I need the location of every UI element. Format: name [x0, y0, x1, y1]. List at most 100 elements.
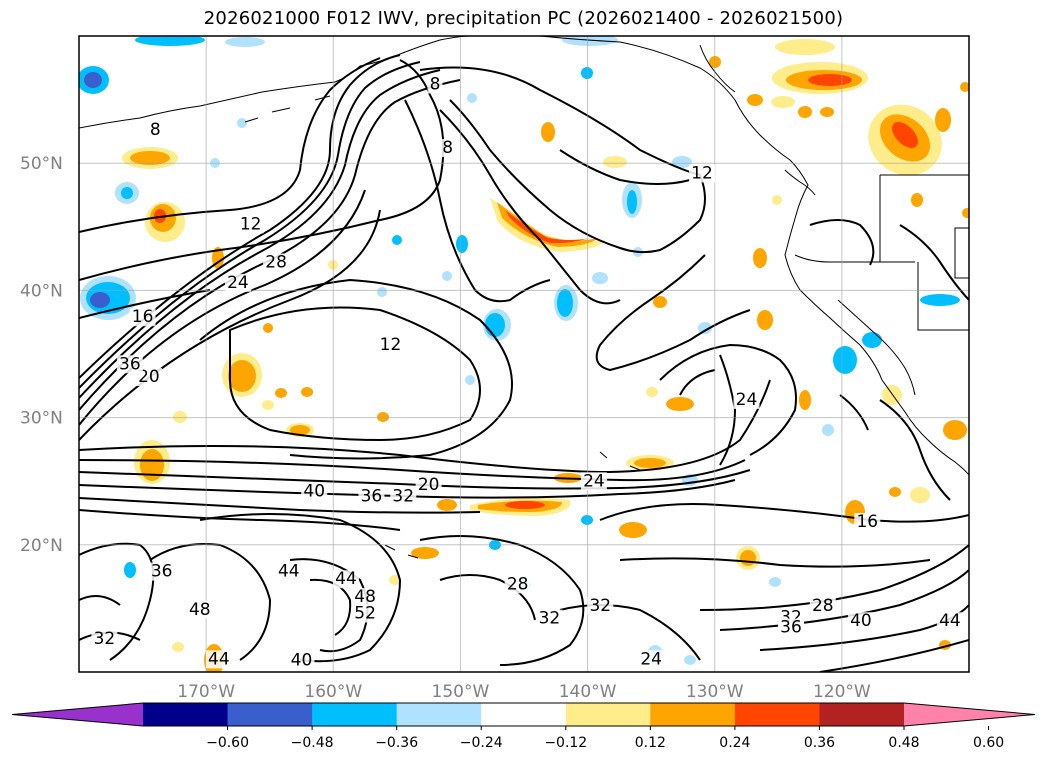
contour-label: 8	[150, 120, 161, 140]
map-frame	[78, 35, 970, 673]
contour-label: 32	[392, 487, 414, 507]
contour-label-bg	[333, 570, 359, 589]
gridlines	[79, 36, 969, 672]
contour-label: 44	[335, 569, 357, 589]
colorbar-segment	[143, 703, 229, 726]
lon-tick-label: 160°W	[304, 682, 362, 702]
contour-label: 24	[583, 471, 605, 491]
contour-label: 32	[539, 609, 561, 629]
contour-label-bg	[427, 75, 443, 94]
contour-label: 40	[303, 481, 325, 501]
contour-label: 20	[138, 367, 160, 387]
lat-tick-label: 50°N	[20, 154, 63, 174]
coastline-layer	[79, 36, 969, 559]
contour-label-bg	[275, 562, 302, 581]
contour-label-bg	[847, 612, 874, 631]
contour-label-bg	[415, 476, 442, 495]
colorbar-segment	[565, 703, 651, 726]
lon-tick-label: 150°W	[432, 682, 490, 702]
contour-label-bg	[733, 390, 760, 409]
contour-label-bg	[536, 609, 563, 628]
lon-tick-label: 130°W	[686, 682, 744, 702]
colorbar-tick-label: −0.12	[544, 735, 587, 751]
colorbar-segment	[227, 703, 313, 726]
contour-label: 24	[736, 390, 758, 410]
contour-label-bg	[504, 575, 531, 594]
contour-label: 28	[507, 574, 529, 594]
contour-label-bg	[689, 164, 715, 183]
colorbar-tick-label: 0.48	[888, 735, 919, 751]
contour-label-bg	[263, 253, 290, 272]
contour-label: 32	[589, 596, 611, 616]
map-title: 2026021000 F012 IWV, precipitation PC (2…	[203, 8, 844, 29]
contour-label: 48	[354, 587, 376, 607]
contour-label-bg	[148, 562, 175, 581]
lon-tick-label: 120°W	[813, 682, 871, 702]
colorbar-tick-label: −0.24	[460, 735, 503, 751]
contour-label: 32	[94, 629, 116, 649]
contour-label-bg	[854, 512, 881, 531]
contour-label: 12	[380, 335, 402, 355]
contour-label-bg	[224, 273, 251, 292]
lat-tick-label: 40°N	[20, 281, 63, 301]
contour-label-bg	[352, 604, 379, 623]
contour-label: 44	[939, 611, 961, 631]
colorbar-extend-low	[12, 703, 143, 726]
colorbar-extend-high	[904, 703, 1035, 726]
contour-label-bg	[587, 596, 614, 615]
contour-label-bg	[205, 650, 232, 669]
colorbar-tick-label: −0.60	[206, 735, 249, 751]
contour-label: 40	[850, 611, 872, 631]
colorbar-tick-label: 0.60	[973, 735, 1004, 751]
contour-label: 48	[189, 600, 211, 620]
contour-label-bg	[129, 308, 156, 327]
contour-label-bg	[377, 336, 404, 355]
lat-tick-label: 30°N	[20, 409, 63, 429]
colorbar-segment	[650, 703, 736, 726]
colorbar-segment	[819, 703, 905, 726]
lat-axis-labels: 50°N 40°N 30°N 20°N	[20, 154, 63, 556]
contour-label: 36	[780, 618, 802, 638]
iwv-contour-layer	[79, 54, 969, 672]
contour-label: 8	[442, 138, 453, 158]
colorbar-tick-label: 0.24	[719, 735, 750, 751]
contour-label-bg	[778, 618, 804, 637]
contour-label: 44	[208, 649, 230, 669]
contour-label-bg	[186, 600, 213, 619]
lat-tick-label: 20°N	[20, 536, 63, 556]
contour-label-bg	[301, 482, 328, 501]
contour-label-bg	[936, 612, 963, 631]
contour-label: 24	[640, 649, 662, 669]
contour-label-bg	[390, 487, 417, 506]
contour-label: 36	[151, 562, 173, 582]
lon-tick-label: 140°W	[559, 682, 617, 702]
contour-label-bg	[580, 472, 607, 491]
colorbar-segment	[312, 703, 398, 726]
colorbar-segment	[734, 703, 820, 726]
contour-label: 12	[240, 214, 262, 234]
contour-label-bg	[638, 650, 665, 669]
colorbar-tick-label: −0.48	[291, 735, 334, 751]
contour-label: 28	[265, 253, 287, 273]
contour-label-bg	[288, 651, 315, 670]
contour-label: 28	[812, 596, 834, 616]
colorbar-outline	[11, 702, 1036, 727]
lon-tick-label: 170°W	[177, 682, 235, 702]
contour-label: 52	[354, 604, 376, 624]
contour-label-bg	[91, 630, 118, 649]
contour-label-bg	[116, 355, 143, 374]
contour-label: 40	[291, 651, 313, 671]
contour-label-bg	[352, 588, 379, 607]
contour-label: 44	[278, 562, 300, 582]
contour-labels: 8 8 8 12 12 12 16 16 20 20 24 24 24 24 28 28 28 32 32 32 32 3…	[91, 74, 963, 671]
contour-label: 16	[856, 512, 878, 532]
colorbar-segment	[481, 703, 567, 726]
contour-label-bg	[237, 215, 264, 234]
colorbar-tick-label: 0.12	[635, 735, 666, 751]
colorbar-segment	[396, 703, 482, 726]
contour-label-bg	[358, 487, 385, 506]
colorbar-tick-label: −0.36	[375, 735, 418, 751]
contour-label-bg	[440, 139, 456, 158]
contour-label: 24	[227, 273, 249, 293]
